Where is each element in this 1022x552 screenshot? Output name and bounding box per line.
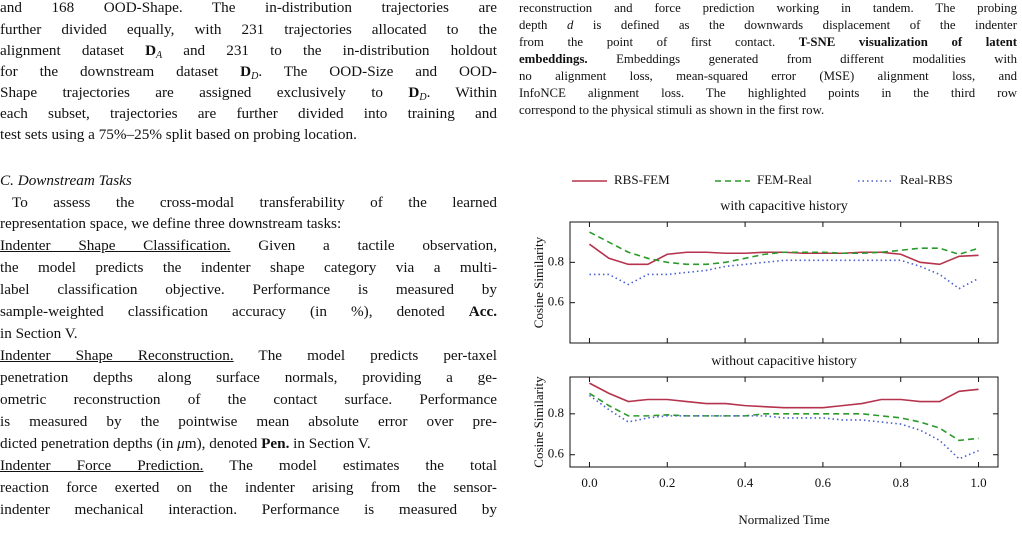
text: m), denoted (184, 435, 262, 452)
subscript: D (251, 71, 259, 82)
x-tick-label: 1.0 (970, 475, 986, 490)
symbol: D (240, 63, 252, 80)
x-axis-label: Normalized Time (738, 512, 830, 527)
text-line: To assess the cross-modal transferabilit… (12, 194, 497, 211)
y-tick-label: 0.6 (548, 294, 565, 309)
caption-line: InfoNCE alignment loss. The highlighted … (519, 86, 1017, 100)
text: from the point of first contact. (519, 35, 799, 49)
text-line: in Section V. (0, 325, 78, 342)
subplot-title: with capacitive history (720, 199, 848, 214)
symbol: μ (177, 435, 185, 452)
text-line: alignment dataset DA and 231 to the in-d… (0, 41, 497, 61)
text-line: reaction force exerted on the indenter a… (0, 479, 497, 496)
x-tick-label: 0.2 (659, 475, 675, 490)
subscript: A (156, 50, 163, 61)
series-line (589, 231, 979, 266)
text-line: dicted penetration depths (in μm), denot… (0, 434, 497, 454)
text-line: further divided equally, with 231 trajec… (0, 21, 497, 38)
text-line: the model predicts the indenter shape ca… (0, 259, 497, 276)
text-line: Shape trajectories are assigned exclusiv… (0, 83, 497, 103)
symbol: D (408, 84, 420, 101)
y-tick-label: 0.8 (548, 253, 564, 268)
series-line (588, 243, 979, 266)
text: for the downstream dataset (0, 63, 241, 80)
text: sample-weighted classification accuracy … (0, 303, 469, 320)
series-line (588, 394, 979, 460)
text-line: for the downstream dataset DD. The OOD-S… (0, 62, 497, 82)
metric: Acc. (468, 303, 497, 320)
caption-heading: T-SNE visualization of latent (798, 35, 1017, 49)
y-axis-label: Cosine Similarity (531, 236, 546, 328)
x-tick-label: 0.6 (815, 475, 832, 490)
text: The model estimates the total (203, 457, 497, 474)
legend-label: Real-RBS (900, 172, 953, 187)
task-name: Indenter Shape Classification. (0, 237, 231, 254)
caption-heading: embeddings. (519, 52, 588, 66)
text: Embeddings generated from different moda… (587, 52, 1017, 66)
series-line (589, 392, 979, 442)
text-line: test sets using a 75%–25% split based on… (0, 126, 357, 143)
text: . Within (426, 84, 497, 101)
text: Shape trajectories are assigned exclusiv… (0, 84, 409, 101)
metric: Pen. (261, 435, 290, 452)
text: Given a tactile observation, (230, 237, 497, 254)
symbol: D (145, 42, 157, 59)
subscript: D (419, 92, 427, 103)
text: in Section V. (289, 435, 371, 452)
text-line: is measured by the pointwise mean absolu… (0, 413, 497, 430)
caption-line: from the point of first contact. T-SNE v… (519, 34, 1017, 50)
text-line: and 168 OOD-Shape. The in-distribution t… (0, 0, 497, 16)
text-line: Indenter Shape Reconstruction. The model… (0, 346, 497, 366)
task-name: Indenter Shape Reconstruction. (0, 347, 234, 364)
text: The model predicts per-taxel (233, 347, 497, 364)
plot-frame (569, 221, 999, 344)
y-tick-label: 0.6 (548, 446, 565, 461)
text-line: indenter mechanical interaction. Perform… (0, 501, 497, 518)
subplot-title: without capacitive history (711, 354, 856, 369)
text-line: Indenter Force Prediction. The model est… (0, 456, 497, 476)
caption-line: no alignment loss, mean-squared error (M… (519, 69, 1017, 83)
text-line: label classification objective. Performa… (0, 281, 497, 298)
text-line: each subset, trajectories are further di… (0, 105, 497, 122)
text-line: sample-weighted classification accuracy … (0, 302, 497, 322)
caption-line: reconstruction and force prediction work… (519, 1, 1017, 15)
text: depth (519, 18, 567, 32)
text: alignment dataset (0, 42, 146, 59)
legend-label: RBS-FEM (614, 172, 670, 187)
legend-label: FEM-Real (757, 172, 812, 187)
section-heading: C. Downstream Tasks (0, 172, 132, 189)
text: . The OOD-Size and OOD- (258, 63, 497, 80)
y-tick-label: 0.8 (548, 405, 564, 420)
y-axis-label: Cosine Similarity (531, 376, 546, 468)
caption-line: correspond to the physical stimuli as sh… (519, 103, 825, 117)
caption-line: depth d is defined as the downwards disp… (519, 17, 1017, 33)
text: is defined as the downwards displacement… (573, 18, 1017, 32)
series-line (589, 382, 979, 409)
text: and 231 to the in-distribution holdout (162, 42, 497, 59)
text-line: ometric reconstruction of the contact su… (0, 391, 497, 408)
caption-line: embeddings. Embeddings generated from di… (519, 51, 1017, 67)
plot-frame (569, 376, 999, 468)
text-line: Indenter Shape Classification. Given a t… (0, 236, 497, 256)
text: dicted penetration depths (in (0, 435, 178, 452)
text-line: representation space, we define three do… (0, 215, 342, 232)
text-line: penetration depths along surface normals… (0, 369, 497, 386)
x-tick-label: 0.0 (581, 475, 597, 490)
x-tick-label: 0.8 (893, 475, 909, 490)
task-name: Indenter Force Prediction. (0, 457, 204, 474)
x-tick-label: 0.4 (737, 475, 754, 490)
symbol: d (566, 18, 574, 32)
